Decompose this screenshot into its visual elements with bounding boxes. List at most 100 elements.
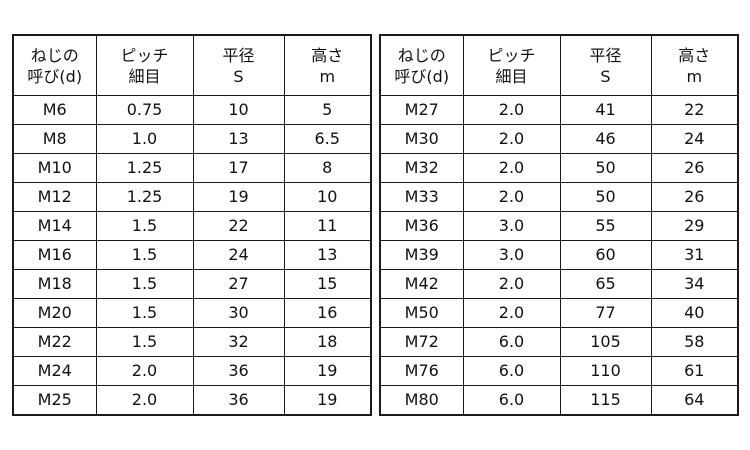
cell-thread-size: M22 [12, 327, 97, 357]
header-line-2: 細目 [495, 66, 528, 86]
cell-fine-pitch: 1.5 [95, 240, 194, 270]
table-row: M25 2.0 36 19 [12, 385, 372, 416]
cell-fine-pitch: 2.0 [462, 124, 561, 154]
cell-fine-pitch: 1.25 [95, 182, 194, 212]
cell-fine-pitch: 1.5 [95, 211, 194, 241]
table-row: M12 1.25 19 10 [12, 182, 372, 212]
cell-fine-pitch: 2.0 [95, 356, 194, 386]
header-thread-size: ねじの 呼び(d) [379, 34, 464, 96]
table-row: M14 1.5 22 11 [12, 211, 372, 241]
cell-width-across-flats: 115 [559, 385, 652, 416]
cell-width-across-flats: 65 [559, 269, 652, 299]
cell-height: 26 [650, 153, 739, 183]
cell-thread-size: M12 [12, 182, 97, 212]
cell-fine-pitch: 2.0 [462, 182, 561, 212]
header-line-1: ねじの [30, 45, 79, 65]
cell-width-across-flats: 110 [559, 356, 652, 386]
table-body-right: M27 2.0 41 22 M30 2.0 46 24 M32 2.0 50 26 M33 2.0 50 26… [379, 95, 739, 416]
cell-thread-size: M18 [12, 269, 97, 299]
table-body-left: M6 0.75 10 5 M8 1.0 13 6.5 M10 1.25 17 8 M12 1.25 19 10… [12, 95, 372, 416]
cell-fine-pitch: 2.0 [462, 298, 561, 328]
cell-fine-pitch: 1.0 [95, 124, 194, 154]
cell-height: 58 [650, 327, 739, 357]
cell-width-across-flats: 36 [192, 356, 285, 386]
cell-width-across-flats: 50 [559, 182, 652, 212]
cell-fine-pitch: 6.0 [462, 385, 561, 416]
header-line-2: 細目 [128, 66, 161, 86]
cell-fine-pitch: 6.0 [462, 356, 561, 386]
header-fine-pitch: ピッチ 細目 [95, 34, 194, 96]
cell-height: 24 [650, 124, 739, 154]
cell-thread-size: M76 [379, 356, 464, 386]
table-row: M16 1.5 24 13 [12, 240, 372, 270]
spec-table-right: ねじの 呼び(d) ピッチ 細目 平径 S 高さ m M27 2.0 41 22 M30 2.0 46 24… [379, 34, 739, 416]
cell-fine-pitch: 2.0 [462, 153, 561, 183]
cell-height: 61 [650, 356, 739, 386]
table-row: M27 2.0 41 22 [379, 95, 739, 125]
table-row: M76 6.0 110 61 [379, 356, 739, 386]
header-line-1: ピッチ [487, 45, 536, 65]
cell-fine-pitch: 1.5 [95, 327, 194, 357]
cell-width-across-flats: 55 [559, 211, 652, 241]
cell-height: 5 [283, 95, 372, 125]
table-row: M33 2.0 50 26 [379, 182, 739, 212]
table-row: M6 0.75 10 5 [12, 95, 372, 125]
cell-thread-size: M72 [379, 327, 464, 357]
cell-fine-pitch: 3.0 [462, 211, 561, 241]
cell-thread-size: M24 [12, 356, 97, 386]
table-row: M10 1.25 17 8 [12, 153, 372, 183]
cell-height: 15 [283, 269, 372, 299]
table-row: M8 1.0 13 6.5 [12, 124, 372, 154]
header-width-across-flats: 平径 S [559, 34, 652, 96]
cell-fine-pitch: 2.0 [462, 269, 561, 299]
table-row: M24 2.0 36 19 [12, 356, 372, 386]
header-row: ねじの 呼び(d) ピッチ 細目 平径 S 高さ m [379, 34, 739, 96]
table-row: M32 2.0 50 26 [379, 153, 739, 183]
table-row: M18 1.5 27 15 [12, 269, 372, 299]
header-line-2: 呼び(d) [27, 66, 83, 86]
cell-thread-size: M14 [12, 211, 97, 241]
cell-thread-size: M8 [12, 124, 97, 154]
cell-height: 13 [283, 240, 372, 270]
cell-height: 64 [650, 385, 739, 416]
cell-height: 34 [650, 269, 739, 299]
cell-width-across-flats: 77 [559, 298, 652, 328]
cell-thread-size: M30 [379, 124, 464, 154]
header-line-1: ねじの [397, 45, 446, 65]
header-line-1: 高さ [311, 45, 344, 65]
cell-thread-size: M50 [379, 298, 464, 328]
cell-thread-size: M80 [379, 385, 464, 416]
header-line-2: S [233, 66, 244, 86]
cell-thread-size: M6 [12, 95, 97, 125]
cell-width-across-flats: 41 [559, 95, 652, 125]
table-row: M36 3.0 55 29 [379, 211, 739, 241]
cell-width-across-flats: 30 [192, 298, 285, 328]
cell-fine-pitch: 1.5 [95, 269, 194, 299]
header-row: ねじの 呼び(d) ピッチ 細目 平径 S 高さ m [12, 34, 372, 96]
cell-width-across-flats: 27 [192, 269, 285, 299]
cell-thread-size: M39 [379, 240, 464, 270]
cell-fine-pitch: 0.75 [95, 95, 194, 125]
cell-height: 26 [650, 182, 739, 212]
header-line-1: ピッチ [120, 45, 169, 65]
table-row: M22 1.5 32 18 [12, 327, 372, 357]
spec-table-left: ねじの 呼び(d) ピッチ 細目 平径 S 高さ m M6 0.75 10 5 M8 1.0 13 6.5 M… [12, 34, 372, 416]
cell-height: 11 [283, 211, 372, 241]
cell-fine-pitch: 2.0 [95, 385, 194, 416]
cell-thread-size: M27 [379, 95, 464, 125]
header-line-2: m [319, 66, 336, 86]
cell-width-across-flats: 105 [559, 327, 652, 357]
header-height: 高さ m [283, 34, 372, 96]
cell-width-across-flats: 32 [192, 327, 285, 357]
header-thread-size: ねじの 呼び(d) [12, 34, 97, 96]
cell-width-across-flats: 46 [559, 124, 652, 154]
cell-fine-pitch: 2.0 [462, 95, 561, 125]
cell-thread-size: M36 [379, 211, 464, 241]
cell-height: 19 [283, 385, 372, 416]
cell-fine-pitch: 6.0 [462, 327, 561, 357]
cell-thread-size: M32 [379, 153, 464, 183]
cell-width-across-flats: 10 [192, 95, 285, 125]
header-line-1: 平径 [222, 45, 255, 65]
table-row: M20 1.5 30 16 [12, 298, 372, 328]
cell-fine-pitch: 1.25 [95, 153, 194, 183]
